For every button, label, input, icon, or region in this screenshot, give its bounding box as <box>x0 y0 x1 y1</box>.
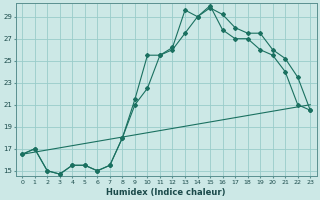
X-axis label: Humidex (Indice chaleur): Humidex (Indice chaleur) <box>107 188 226 197</box>
